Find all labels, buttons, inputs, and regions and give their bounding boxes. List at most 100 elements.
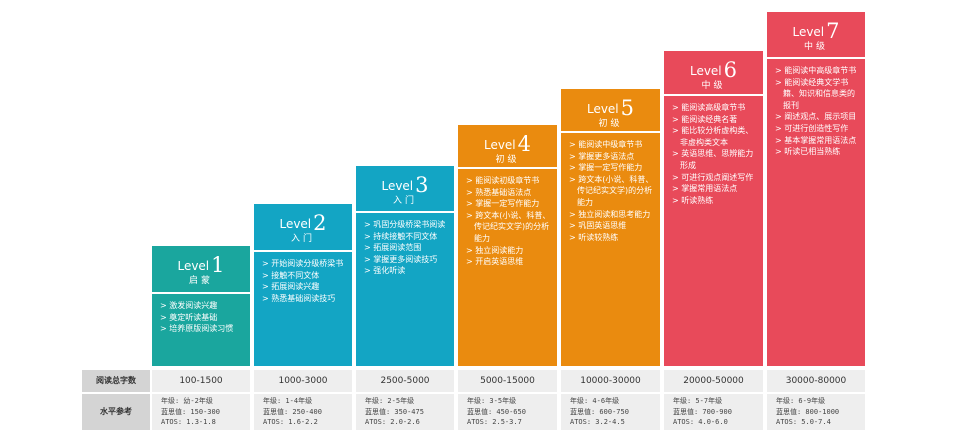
skill-item: 听读熟练 (672, 195, 759, 207)
reference-atos: ATOS: 3.2-4.5 (570, 418, 625, 426)
level-column-2: Level2入门开始阅读分级桥梁书接触不同文体拓展阅读兴趣熟悉基础阅读技巧 (254, 204, 352, 366)
level-skills: 能阅读中高级章节书能阅读经典文学书籍、知识和信息类的报刊阐述观点、展示项目可进行… (767, 59, 865, 366)
skill-item: 独立阅读能力 (466, 245, 553, 257)
grade-reference-cell: 年级: 3-5年级蓝思值: 450-650 ATOS: 2.5-3.7 (458, 394, 557, 430)
skill-item: 持续接触不同文体 (364, 231, 450, 243)
word-count-cell: 100-1500 (152, 370, 250, 392)
level-word: Level (792, 25, 825, 39)
level-title: Level6 (664, 58, 763, 82)
level-header: Level7 中级 (767, 12, 865, 57)
level-column-5: Level5初级能阅读中级章节书掌握更多语法点掌握一定写作能力跨文本(小说、科普… (561, 89, 660, 366)
level-number: 3 (415, 173, 429, 197)
word-count-cell: 10000-30000 (561, 370, 660, 392)
skill-item: 掌握常用语法点 (672, 183, 759, 195)
reference-grade: 年级: 3-5年级 (467, 397, 517, 405)
skill-item: 阐述观点、展示项目 (775, 111, 861, 123)
level-skills: 巩固分级桥梁书阅读持续接触不同文体拓展阅读范围掌握更多阅读技巧强化听读 (356, 213, 454, 366)
reference-grade: 年级: 1-4年级 (263, 397, 313, 405)
level-header: Level4 初级 (458, 125, 557, 167)
grade-reference-cell: 年级: 2-5年级 蓝思值: 350-475 ATOS: 2.0-2.6 (356, 394, 454, 430)
skill-item: 跨文本(小说、科普、传记纪实文学)的分析能力 (569, 174, 656, 209)
level-stage: 入门 (290, 234, 315, 244)
reference-atos: ATOS: 2.5-3.7 (467, 418, 522, 426)
grade-reference-cell: 年级: 4-6年级蓝思值: 600-750 ATOS: 3.2-4.5 (561, 394, 660, 430)
level-word: Level (689, 64, 722, 78)
skill-item: 拓展阅读兴趣 (262, 281, 348, 293)
level-header: Level3 入门 (356, 166, 454, 211)
level-number: 4 (517, 132, 532, 156)
reference-lexile: 蓝思值: 150-300 (161, 407, 220, 416)
level-stage: 启蒙 (188, 276, 213, 286)
skill-item: 熟悉基础语法点 (466, 187, 553, 199)
word-count-cell: 2500-5000 (356, 370, 454, 392)
level-number: 7 (826, 19, 840, 43)
level-column-1: Level1启蒙激发阅读兴趣奠定听读基础培养原版阅读习惯 (152, 246, 250, 366)
skill-item: 能阅读中级章节书 (569, 139, 656, 151)
level-stage: 初级 (495, 155, 520, 165)
level-skills: 激发阅读兴趣奠定听读基础培养原版阅读习惯 (152, 294, 250, 366)
skill-item: 跨文本(小说、科普、传记纪实文学)的分析能力 (466, 210, 553, 245)
level-header: Level1 启蒙 (152, 246, 250, 292)
level-word: Level (279, 217, 312, 231)
skill-item: 英语思维、思辨能力形成 (672, 148, 759, 171)
reference-atos: ATOS: 5.0-7.4 (776, 418, 831, 426)
reference-atos: ATOS: 1.6-2.2 (263, 418, 318, 426)
level-title: Level1 (152, 253, 250, 277)
skill-item: 巩固分级桥梁书阅读 (364, 219, 450, 231)
level-header: Level6 中级 (664, 51, 763, 94)
grade-reference-cell: 年级: 5-7年级 蓝思值: 700-900 ATOS: 4.0-6.0 (664, 394, 763, 430)
word-count-cell: 20000-50000 (664, 370, 763, 392)
skill-item: 奠定听读基础 (160, 312, 246, 324)
level-word: Level (483, 138, 516, 152)
skill-item: 能阅读初级章节书 (466, 175, 553, 187)
level-stage: 初级 (598, 119, 623, 129)
level-title: Level5 (561, 98, 660, 119)
level-column-3: Level3入门巩固分级桥梁书阅读持续接触不同文体拓展阅读范围掌握更多阅读技巧强… (356, 166, 454, 366)
level-stage: 中级 (803, 42, 828, 52)
skill-item: 开启英语思维 (466, 256, 553, 268)
level-word: Level (381, 179, 414, 193)
reference-grade: 年级: 6-9年级 (776, 397, 826, 405)
skill-item: 基本掌握常用语法点 (775, 135, 861, 147)
reference-lexile: 蓝思值: 600-750 (570, 407, 629, 416)
reference-lexile: 蓝思值: 800-1000 (776, 407, 840, 416)
skill-item: 独立阅读和思考能力 (569, 209, 656, 221)
level-title: Level3 (356, 173, 454, 197)
skill-item: 熟悉基础阅读技巧 (262, 293, 348, 305)
skill-item: 能阅读高级章节书 (672, 102, 759, 114)
words-row-label: 阅读总字数 (82, 370, 150, 392)
level-header: Level2 入门 (254, 204, 352, 250)
skill-item: 开始阅读分级桥梁书 (262, 258, 348, 270)
level-column-6: Level6中级能阅读高级章节书能阅读经典名著能比较分析虚构类、非虚构类文本英语… (664, 51, 763, 366)
level-word: Level (586, 102, 619, 116)
skill-item: 可进行观点阐述写作 (672, 172, 759, 184)
grade-row-label: 水平参考 (82, 394, 150, 430)
reference-lexile: 蓝思值: 450-650 (467, 407, 526, 416)
skill-item: 培养原版阅读习惯 (160, 323, 246, 335)
skill-item: 能阅读中高级章节书 (775, 65, 861, 77)
reference-atos: ATOS: 1.3-1.8 (161, 418, 216, 426)
level-number: 1 (211, 253, 225, 277)
skill-item: 掌握一定写作能力 (569, 162, 656, 174)
level-stage: 中级 (701, 81, 726, 91)
skill-item: 强化听读 (364, 265, 450, 277)
reference-lexile: 蓝思值: 250-400 (263, 407, 322, 416)
level-header: Level5 初级 (561, 89, 660, 131)
level-skills: 能阅读中级章节书掌握更多语法点掌握一定写作能力跨文本(小说、科普、传记纪实文学)… (561, 133, 660, 366)
skill-item: 掌握一定写作能力 (466, 198, 553, 210)
word-count-cell: 1000-3000 (254, 370, 352, 392)
skill-item: 巩固英语思维 (569, 220, 656, 232)
reference-grade: 年级: 4-6年级 (570, 397, 620, 405)
reference-grade: 年级: 幼-2年级 (161, 397, 213, 405)
skill-item: 能阅读经典名著 (672, 114, 759, 126)
reference-atos: ATOS: 2.0-2.6 (365, 418, 420, 426)
grade-reference-cell: 年级: 1-4年级蓝思值: 250-400 ATOS: 1.6-2.2 (254, 394, 352, 430)
level-number: 6 (723, 58, 738, 82)
level-skills: 开始阅读分级桥梁书接触不同文体拓展阅读兴趣熟悉基础阅读技巧 (254, 252, 352, 366)
word-count-cell: 5000-15000 (458, 370, 557, 392)
skill-item: 掌握更多语法点 (569, 151, 656, 163)
level-stage: 入门 (392, 196, 417, 206)
reference-lexile: 蓝思值: 350-475 (365, 407, 424, 416)
level-column-4: Level4初级能阅读初级章节书熟悉基础语法点掌握一定写作能力跨文本(小说、科普… (458, 125, 557, 366)
skill-item: 接触不同文体 (262, 270, 348, 282)
